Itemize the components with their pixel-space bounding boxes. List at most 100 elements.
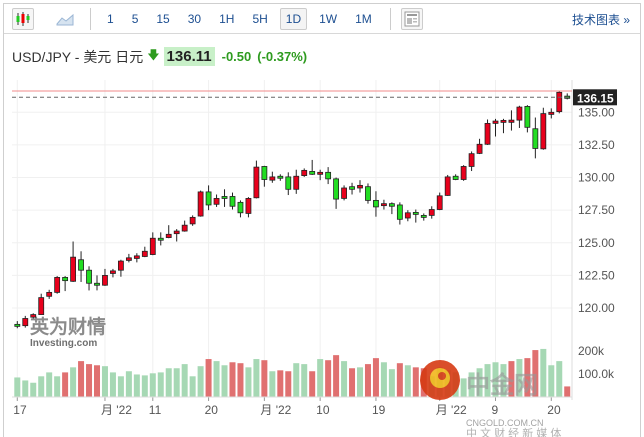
- interval-button-1h[interactable]: 1H: [219, 11, 235, 26]
- y-tick-label: 120.00: [578, 301, 615, 315]
- technical-chart-link[interactable]: 技术图表 »: [571, 13, 630, 27]
- y-tick-label: 130.00: [578, 171, 615, 185]
- candle-body: [404, 212, 411, 219]
- y-tick-label: 125.00: [578, 236, 615, 250]
- y-tick-label: 135.00: [578, 105, 615, 119]
- candle-body: [365, 186, 371, 201]
- volume-bar: [101, 366, 108, 397]
- volume-bar: [173, 368, 180, 397]
- candle-body: [30, 314, 37, 318]
- volume-bar: [364, 364, 371, 397]
- interval-button-5[interactable]: 5: [131, 11, 139, 26]
- candle-body: [476, 143, 483, 154]
- quote-header: USD/JPY - 美元 日元 🡇 136.11 -0.50 (-0.37%): [12, 46, 313, 67]
- candle-body: [245, 198, 252, 214]
- volume-bar: [22, 380, 29, 397]
- volume-bar: [133, 374, 140, 397]
- candle-body: [157, 237, 164, 241]
- candle-body: [181, 224, 188, 232]
- candle-body: [54, 276, 61, 293]
- candle-body: [165, 233, 172, 238]
- x-tick-label: 20: [547, 403, 561, 417]
- candle-body: [221, 196, 228, 199]
- volume-bar: [556, 361, 563, 397]
- volume-bar: [30, 382, 37, 397]
- volume-bar: [412, 367, 419, 397]
- x-tick-label: 月 '22: [260, 403, 291, 417]
- candle-body: [373, 199, 379, 208]
- chart-frame: [3, 3, 641, 437]
- volume-bar: [261, 360, 268, 397]
- candle-body: [229, 196, 236, 207]
- volume-bar: [117, 376, 124, 397]
- last-price-tag-label: 136.15: [577, 91, 614, 105]
- x-tick-label: 20: [205, 403, 219, 417]
- candle-body: [189, 216, 196, 225]
- volume-bar: [468, 372, 475, 397]
- candle-body: [293, 175, 300, 190]
- candle-body: [524, 106, 531, 128]
- volume-bar: [245, 367, 252, 397]
- volume-tick-label: 200k: [578, 344, 605, 358]
- x-tick-label: 19: [372, 403, 386, 417]
- candle-body: [500, 119, 507, 123]
- volume-bar: [86, 364, 93, 397]
- interval-button-1[interactable]: 1: [107, 11, 114, 26]
- interval-button-1m[interactable]: 1M: [355, 11, 372, 26]
- candle-body: [468, 153, 475, 167]
- volume-bar: [285, 371, 292, 397]
- candle-body: [237, 201, 244, 214]
- candle-body: [556, 91, 563, 113]
- interval-button-30[interactable]: 30: [187, 11, 202, 26]
- last-price: 136.11: [163, 47, 215, 66]
- volume-bar: [237, 363, 244, 397]
- candlestick-chart-icon[interactable]: [12, 7, 34, 30]
- volume-bar: [476, 368, 483, 397]
- volume-bar: [341, 361, 348, 397]
- candle-body: [277, 175, 284, 179]
- interval-button-5h[interactable]: 5H: [252, 11, 268, 26]
- toolbar-divider: [389, 7, 391, 30]
- candle-body: [532, 128, 539, 149]
- volume-bar: [325, 360, 332, 397]
- volume-bar: [317, 359, 324, 397]
- layout-icon[interactable]: [400, 7, 423, 30]
- area-chart-icon[interactable]: [54, 8, 76, 30]
- candle-body: [78, 259, 84, 271]
- candle-body: [141, 250, 148, 257]
- candle-body: [396, 204, 403, 220]
- volume-bar: [500, 364, 507, 397]
- volume-bar: [388, 369, 395, 397]
- chart-toolbar: 1 5 15 30 1H 5H 1D 1W 1M 技术图表 »: [4, 4, 640, 34]
- volume-bar: [141, 375, 148, 397]
- down-arrow-icon: 🡇: [147, 48, 160, 62]
- interval-button-1w[interactable]: 1W: [319, 11, 338, 26]
- candle-body: [420, 214, 427, 218]
- candle-body: [452, 175, 459, 180]
- interval-button-1d[interactable]: 1D: [279, 7, 308, 30]
- candle-body: [508, 119, 515, 123]
- volume-bar: [333, 355, 340, 397]
- y-tick-label: 127.50: [578, 203, 615, 217]
- price-change: -0.50: [221, 49, 252, 64]
- volume-bar: [229, 362, 236, 397]
- volume-bar: [157, 372, 164, 397]
- candle-body: [269, 176, 276, 181]
- candle-body: [341, 187, 347, 199]
- volume-bar: [564, 386, 571, 397]
- candle-body: [309, 171, 316, 175]
- candle-body: [388, 203, 395, 207]
- candle-body: [436, 195, 443, 210]
- last-price-tag: [573, 89, 617, 106]
- watermark-cngold-sub: 中 文 财 经 新 媒 体: [466, 426, 561, 437]
- volume-bar: [221, 365, 228, 397]
- volume-bar: [205, 359, 212, 397]
- candle-body: [285, 176, 292, 190]
- volume-bar: [293, 363, 300, 397]
- x-tick-label: 10: [316, 403, 330, 417]
- volume-bar: [357, 367, 364, 397]
- volume-bar: [301, 364, 308, 397]
- volume-bar: [70, 367, 77, 397]
- interval-button-15[interactable]: 15: [156, 11, 170, 26]
